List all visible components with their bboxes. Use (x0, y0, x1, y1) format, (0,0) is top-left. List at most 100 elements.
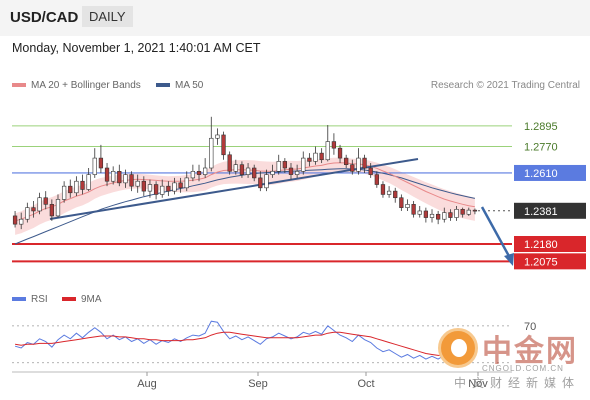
ma20-swatch (12, 83, 26, 88)
candle-body (37, 197, 42, 212)
timeframe-badge[interactable]: DAILY (82, 6, 133, 27)
legend-ma20: MA 20 + Bollinger Bands (12, 80, 141, 91)
candle-body (288, 167, 294, 175)
candle-body (472, 209, 478, 212)
candle-body (362, 157, 367, 169)
legend-9ma: 9MA (62, 294, 102, 305)
candle-body (31, 207, 36, 212)
ma9-label: 9MA (81, 294, 102, 305)
candle-body (270, 171, 275, 175)
candle-body (68, 185, 73, 194)
candle-body (61, 185, 67, 200)
candle-body (74, 180, 79, 194)
candle-body (380, 184, 386, 195)
ma20-line (14, 162, 475, 222)
candle-body (337, 147, 343, 159)
candle-body (196, 171, 202, 175)
x-tick-Nov: Nov (468, 378, 488, 390)
rsi-ma-line (15, 331, 475, 357)
candle-body (203, 167, 208, 175)
x-tick-Aug: Aug (137, 378, 157, 390)
watermark: 中金网 CNGOLD.COM.CN 中文财经新媒体 (438, 326, 588, 398)
candle-body (19, 218, 24, 225)
level-tag-1.2180 (514, 236, 586, 252)
candle-body (209, 137, 214, 169)
candle-body (368, 167, 373, 175)
candle-body (92, 157, 97, 175)
watermark-title: 中金网 (482, 334, 578, 369)
watermark-tagline: 中文财经新媒体 (454, 376, 581, 390)
currency-pair: USD/CAD (10, 9, 79, 26)
candle-body (393, 190, 398, 199)
ma20-label: MA 20 + Bollinger Bands (31, 80, 141, 91)
level-label-1.2610: 1.2610 (524, 168, 558, 180)
candle-body (172, 182, 177, 192)
level-label-1.2381: 1.2381 (524, 206, 558, 218)
ma50-swatch (156, 83, 170, 88)
candle-body (374, 174, 379, 185)
candle-body (252, 167, 257, 179)
candle-body (25, 207, 30, 220)
candle-body (239, 164, 245, 175)
candle-body (331, 141, 337, 149)
candle-body (344, 157, 349, 165)
candle-body (233, 164, 238, 172)
level-label-1.2075: 1.2075 (524, 256, 558, 268)
rsi-label: RSI (31, 294, 48, 305)
candle-body (276, 161, 281, 172)
candle-body (466, 209, 471, 215)
candle-body (221, 134, 226, 156)
candle-body (178, 182, 183, 189)
chart-timestamp: Monday, November 1, 2021 1:40:01 AM CET (12, 41, 261, 55)
candle-body (294, 171, 300, 175)
watermark-logo-icon (438, 328, 478, 368)
candle-body (215, 134, 220, 139)
chart-header: USD/CAD DAILY (0, 0, 590, 36)
candle-body (356, 157, 361, 172)
candle-body (160, 185, 165, 195)
candle-body (264, 174, 269, 189)
candle-body (129, 174, 134, 187)
candle-body (117, 171, 122, 184)
ma50-label: MA 50 (175, 80, 204, 91)
candle-body (307, 157, 312, 162)
level-label-1.2770: 1.2770 (524, 142, 558, 154)
level-tag-1.2075 (514, 253, 586, 270)
candle-body (325, 141, 330, 161)
candle-body (411, 204, 416, 215)
candle-body (190, 171, 196, 179)
forecast-arrow (480, 206, 512, 259)
candle-body (43, 197, 48, 205)
candle-body (448, 212, 453, 218)
candle-body (141, 180, 146, 192)
candle-body (80, 180, 85, 190)
candle-body (258, 177, 263, 189)
candle-body (417, 210, 422, 215)
candle-body (442, 212, 447, 220)
legend-rsi: RSI (12, 294, 48, 305)
candle-body (55, 199, 61, 217)
candle-body (350, 164, 355, 172)
rsi-tick-70: 70 (524, 321, 536, 333)
candle-body (429, 213, 435, 218)
candle-body (227, 154, 232, 172)
candle-body (436, 213, 441, 220)
candle-body (12, 215, 18, 225)
candle-body (245, 167, 251, 175)
candle-body (399, 197, 404, 208)
x-tick-Oct: Oct (357, 378, 374, 390)
candle-body (184, 177, 189, 189)
level-tag-1.2610 (514, 164, 586, 181)
candle-body (153, 184, 159, 195)
legend-ma50: MA 50 (156, 80, 203, 91)
candle-body (86, 174, 91, 190)
candle-body (301, 157, 306, 172)
candle-body (454, 209, 459, 218)
candle-body (135, 180, 140, 187)
candle-body (313, 152, 318, 162)
watermark-url: CNGOLD.COM.CN (482, 364, 564, 373)
candle-body (166, 185, 171, 192)
candle-body (123, 174, 128, 184)
research-credit: Research © 2021 Trading Central (430, 80, 580, 91)
